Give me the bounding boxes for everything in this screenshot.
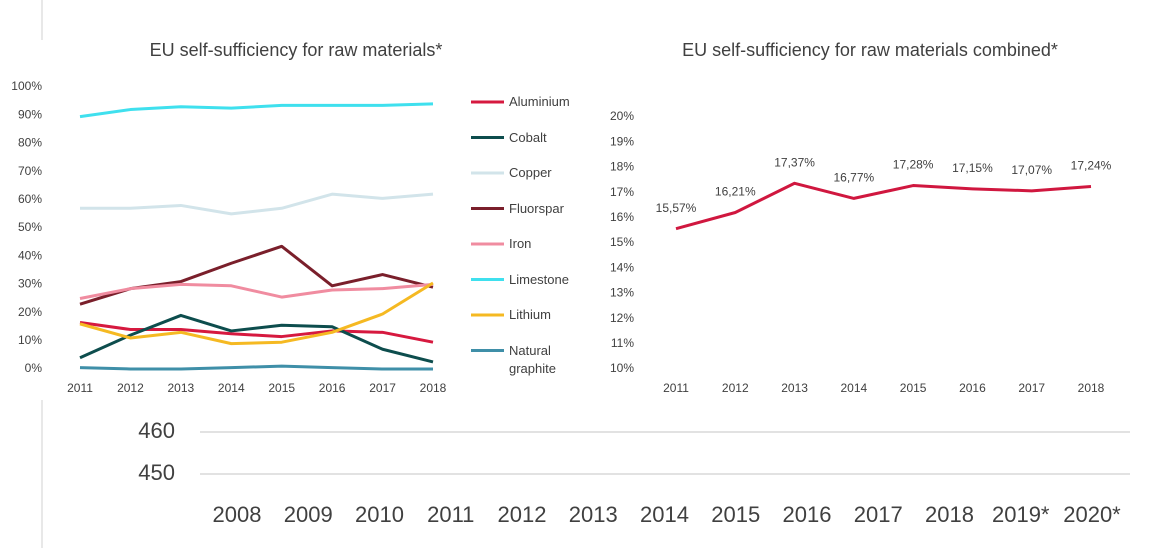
legend-label: Natural graphite [509,342,556,376]
legend-label: Limestone [509,271,569,287]
series-line [79,320,434,344]
y-tick-label: 80% [18,136,42,150]
series-line [79,281,434,346]
series-line [79,313,434,364]
x-tick-label: 2012 [117,381,144,395]
x-tick-label: 2009 [284,502,333,527]
data-label: 17,37% [774,155,815,169]
x-tick-label: 2011 [67,381,93,395]
series-line [79,244,434,306]
y-tick-label: 460 [138,418,175,443]
x-tick-label: 2013 [569,502,618,527]
legend-label: Cobalt [509,129,547,145]
x-tick-label: 2019* [992,502,1050,527]
chart-title: EU self-sufficiency for raw materials co… [682,40,1058,60]
y-tick-label: 17% [610,185,634,199]
legend-label: Lithium [509,307,551,322]
y-tick-label: 70% [18,164,42,178]
x-tick-label: 2020* [1063,502,1121,527]
y-tick-label: 20% [18,305,42,319]
x-tick-label: 2017 [854,502,903,527]
x-tick-label: 2011 [427,502,474,527]
x-tick-label: 2008 [213,502,262,527]
y-tick-label: 18% [610,160,634,174]
legend-label: Copper [509,165,552,180]
y-tick-label: 20% [610,109,634,123]
x-tick-label: 2016 [959,381,986,395]
x-tick-label: 2013 [781,381,808,395]
x-tick-label: 2015 [900,381,927,395]
x-tick-label: 2014 [640,502,689,527]
y-tick-label: 15% [610,235,634,249]
y-tick-label: 10% [18,333,42,347]
y-tick-label: 16% [610,210,634,224]
legend-label: Aluminium [509,94,570,109]
series-line [79,364,433,371]
data-label: 17,07% [1011,163,1052,177]
y-tick-label: 0% [25,361,43,375]
y-tick-label: 60% [18,192,42,206]
x-tick-label: 2018 [1078,381,1105,395]
x-tick-label: 2011 [663,381,689,395]
series-line [80,192,434,216]
x-tick-label: 2015 [268,381,295,395]
data-label: 17,15% [952,161,993,175]
y-tick-label: 450 [138,460,175,485]
y-tick-label: 10% [610,361,634,375]
data-label: 16,21% [715,185,756,199]
x-tick-label: 2016 [319,381,346,395]
y-tick-label: 90% [18,107,42,121]
x-tick-label: 2015 [711,502,760,527]
x-tick-label: 2017 [369,381,396,395]
data-label: 17,28% [893,158,934,172]
x-tick-label: 2012 [722,381,749,395]
y-tick-label: 30% [18,277,42,291]
x-tick-label: 2013 [168,381,195,395]
y-tick-label: 100% [11,79,42,93]
x-tick-label: 2018 [420,381,447,395]
series-line [79,282,434,300]
y-tick-label: 19% [610,134,634,148]
y-tick-label: 14% [610,260,634,274]
x-tick-label: 2018 [925,502,974,527]
x-tick-label: 2012 [498,502,547,527]
y-tick-label: 12% [610,311,634,325]
x-tick-label: 2010 [355,502,404,527]
data-label: 15,57% [656,201,697,215]
x-tick-label: 2017 [1018,381,1045,395]
legend-label: Iron [509,236,532,251]
x-tick-label: 2014 [218,381,245,395]
series-line [675,181,1092,231]
chart-title: EU self-sufficiency for raw materials* [149,40,443,60]
y-tick-label: 11% [611,336,634,350]
x-tick-label: 2014 [841,381,868,395]
y-tick-label: 50% [18,220,42,234]
y-tick-label: 40% [18,248,42,262]
x-tick-label: 2016 [783,502,832,527]
data-label: 16,77% [834,171,875,185]
legend-label: Fluorspar [509,200,564,216]
y-tick-label: 13% [610,286,634,300]
data-label: 17,24% [1071,159,1112,173]
series-line [79,102,434,119]
